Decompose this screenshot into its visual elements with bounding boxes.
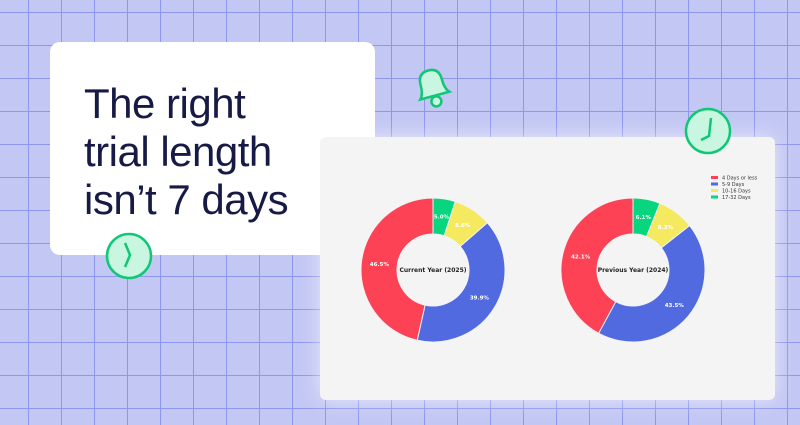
slice-label: 42.1% <box>571 255 591 261</box>
headline-line: The right <box>84 80 246 127</box>
donut-charts: 46.5% 39.9% 8.6% 5.0% Current Year (2025) 42.… <box>360 176 758 343</box>
legend-swatch <box>711 182 718 186</box>
legend-item: 17-32 Days <box>722 195 751 201</box>
legend-item: 4 Days or less <box>722 176 758 182</box>
donut-slice <box>432 197 456 237</box>
headline: The right trial length isn’t 7 days <box>84 80 289 224</box>
clock-icon <box>684 107 732 155</box>
headline-line: trial length <box>84 128 272 175</box>
legend-item: 10-16 Days <box>722 189 751 195</box>
slice-label: 6.1% <box>636 215 652 221</box>
legend-swatch <box>711 195 718 199</box>
legend-item: 5-9 Days <box>722 182 745 188</box>
chart-title: Current Year (2025) <box>399 267 466 274</box>
chart-title: Previous Year (2024) <box>598 267 669 274</box>
slice-label: 39.9% <box>470 296 490 302</box>
donut-slice <box>560 197 634 334</box>
slice-label: 8.3% <box>658 225 674 231</box>
legend-swatch <box>711 176 718 179</box>
donut-slice <box>632 197 661 238</box>
donut-slice <box>360 197 434 341</box>
slice-label: 46.5% <box>370 262 390 268</box>
legend-swatch <box>711 189 718 192</box>
donut-slice <box>598 224 706 343</box>
slice-label: 5.0% <box>434 215 450 221</box>
headline-line: isn’t 7 days <box>84 176 289 223</box>
clock-icon <box>105 232 153 280</box>
donut-slice <box>416 222 506 343</box>
slice-label: 43.5% <box>665 303 685 309</box>
bell-icon <box>417 68 453 108</box>
slice-label: 8.6% <box>455 223 471 229</box>
chart-card: 46.5% 39.9% 8.6% 5.0% Current Year (2025) 42.… <box>320 137 775 400</box>
